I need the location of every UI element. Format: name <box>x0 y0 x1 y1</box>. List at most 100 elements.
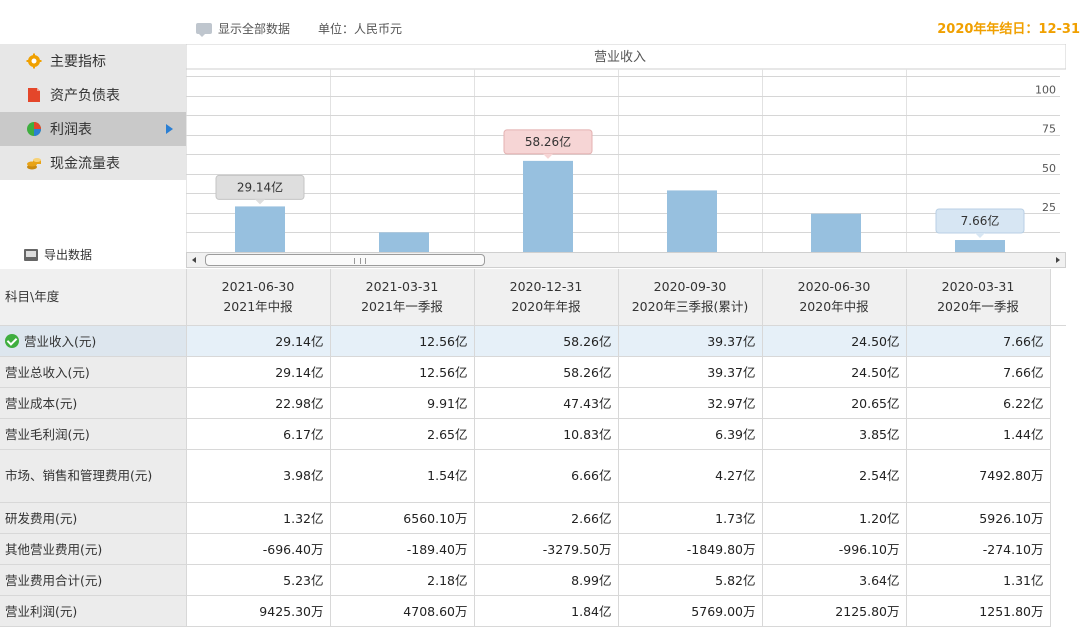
y-tick-label: 50 <box>1042 162 1056 175</box>
column-date: 2021-03-31 <box>365 278 439 294</box>
table-cell: 4.27亿 <box>618 449 763 503</box>
scroll-left-icon[interactable] <box>192 257 196 263</box>
column-date: 2020-12-31 <box>509 278 583 294</box>
column-period: 2020年中报 <box>799 298 869 314</box>
bar[interactable] <box>955 240 1005 252</box>
table-cell: 1.84亿 <box>474 595 619 627</box>
table-cell: 8.99亿 <box>474 564 619 596</box>
year-end-label: 2020年年结日：12-31 <box>937 22 1080 37</box>
column-header: 2020-09-30 2020年三季报(累计) <box>618 269 763 326</box>
row-label[interactable]: 研发费用(元) <box>0 502 187 534</box>
data-label: 7.66亿 <box>961 213 1000 228</box>
column-header: 2020-06-30 2020年中报 <box>762 269 907 326</box>
y-tick-label: 25 <box>1042 201 1056 214</box>
row-label-text: 研发费用(元) <box>5 511 78 526</box>
data-label: 29.14亿 <box>237 179 283 194</box>
table-cell: 2.65亿 <box>330 418 475 450</box>
row-label-text: 市场、销售和管理费用(元) <box>5 467 153 483</box>
check-icon <box>5 334 19 348</box>
table-row[interactable]: 其他营业费用(元) -696.40万 -189.40万 -3279.50万 -1849.… <box>0 533 1066 565</box>
sidebar-item-cash-flow[interactable]: 现金流量表 <box>0 146 186 180</box>
table-cell: -189.40万 <box>330 533 475 565</box>
income-statement-table: 科目\年度 2021-06-30 2021年中报 2021-03-31 2021年一… <box>0 269 1066 627</box>
table-cell: 2.18亿 <box>330 564 475 596</box>
table-cell: 39.37亿 <box>618 325 763 357</box>
table-row[interactable]: 营业总收入(元) 29.14亿 12.56亿 58.26亿 39.37亿 24.50亿 7.… <box>0 356 1066 388</box>
chart-horizontal-scrollbar[interactable] <box>186 252 1066 268</box>
table-cell: 24.50亿 <box>762 356 907 388</box>
row-label[interactable]: 营业毛利润(元) <box>0 418 187 450</box>
bar[interactable] <box>235 206 285 252</box>
table-cell: 12.56亿 <box>330 325 475 357</box>
table-cell: 1.73亿 <box>618 502 763 534</box>
pie-chart-icon <box>27 122 41 136</box>
column-date: 2020-06-30 <box>797 278 871 294</box>
table-cell: 2.54亿 <box>762 449 907 503</box>
table-cell: -696.40万 <box>186 533 331 565</box>
table-cell: 9.91亿 <box>330 387 475 419</box>
gear-icon <box>26 53 42 69</box>
row-label[interactable]: 营业收入(元) <box>0 325 187 357</box>
table-cell: 58.26亿 <box>474 356 619 388</box>
table-row[interactable]: 研发费用(元) 1.32亿 6560.10万 2.66亿 1.73亿 1.20亿 5926.… <box>0 502 1066 534</box>
table-cell: 29.14亿 <box>186 325 331 357</box>
table-cell: 6.39亿 <box>618 418 763 450</box>
column-header: 2021-06-30 2021年中报 <box>186 269 331 326</box>
table-cell: 7.66亿 <box>906 325 1051 357</box>
table-row[interactable]: 营业收入(元) 29.14亿 12.56亿 58.26亿 39.37亿 24.50亿 7.6… <box>0 325 1066 357</box>
export-data-button[interactable]: 导出数据 <box>24 246 92 263</box>
table-cell: -1849.80万 <box>618 533 763 565</box>
table-cell: 6.66亿 <box>474 449 619 503</box>
scroll-right-icon[interactable] <box>1056 257 1060 263</box>
show-all-data-toggle[interactable]: 显示全部数据 <box>196 20 290 37</box>
chart-title-bar <box>186 44 1066 70</box>
top-bar: 显示全部数据 单位：人民币元 2020年年结日：12-31 <box>0 0 1080 44</box>
sidebar-item-income-statement[interactable]: 利润表 <box>0 112 186 146</box>
row-label-text: 营业总收入(元) <box>5 365 90 380</box>
row-label[interactable]: 市场、销售和管理费用(元) <box>0 449 187 503</box>
bar[interactable] <box>523 160 573 252</box>
filler-cell <box>1050 533 1066 564</box>
show-all-data-label: 显示全部数据 <box>218 22 291 36</box>
table-cell: 3.64亿 <box>762 564 907 596</box>
row-label[interactable]: 其他营业费用(元) <box>0 533 187 565</box>
table-row[interactable]: 营业毛利润(元) 6.17亿 2.65亿 10.83亿 6.39亿 3.85亿 1.44亿 <box>0 418 1066 450</box>
table-cell: 3.98亿 <box>186 449 331 503</box>
bar[interactable] <box>379 232 429 252</box>
table-cell: 3.85亿 <box>762 418 907 450</box>
row-label-text: 营业费用合计(元) <box>5 573 103 588</box>
table-cell: 4708.60万 <box>330 595 475 627</box>
filler-cell <box>1050 387 1066 418</box>
table-row[interactable]: 营业费用合计(元) 5.23亿 2.18亿 8.99亿 5.82亿 3.64亿 1.31亿 <box>0 564 1066 596</box>
table-header-row: 科目\年度 2021-06-30 2021年中报 2021-03-31 2021年一… <box>0 269 1066 326</box>
row-label[interactable]: 营业总收入(元) <box>0 356 187 388</box>
sidebar-item-label: 主要指标 <box>50 54 106 70</box>
table-cell: 1.31亿 <box>906 564 1051 596</box>
bar[interactable] <box>811 213 861 252</box>
y-tick-label: 75 <box>1042 123 1056 136</box>
table-cell: 1.44亿 <box>906 418 1051 450</box>
sidebar-item-balance-sheet[interactable]: 资产负债表 <box>0 78 186 112</box>
table-row[interactable]: 营业成本(元) 22.98亿 9.91亿 47.43亿 32.97亿 20.65亿 6.22… <box>0 387 1066 419</box>
row-label[interactable]: 营业成本(元) <box>0 387 187 419</box>
data-label-pointer <box>255 199 265 205</box>
column-date: 2020-03-31 <box>941 278 1015 294</box>
table-cell: 5.23亿 <box>186 564 331 596</box>
table-cell: 47.43亿 <box>474 387 619 419</box>
scrollbar-thumb[interactable] <box>205 254 485 266</box>
row-label[interactable]: 营业利润(元) <box>0 595 187 627</box>
table-row[interactable]: 市场、销售和管理费用(元) 3.98亿 1.54亿 6.66亿 4.27亿 2.54亿 74… <box>0 449 1066 503</box>
filler-cell <box>1050 356 1066 387</box>
column-header: 2021-03-31 2021年一季报 <box>330 269 475 326</box>
y-tick-label: 100 <box>1035 84 1056 97</box>
bar[interactable] <box>667 190 717 252</box>
filler-cell <box>1050 595 1066 626</box>
table-cell: 5.82亿 <box>618 564 763 596</box>
row-label[interactable]: 营业费用合计(元) <box>0 564 187 596</box>
sidebar-item-key-indicators[interactable]: 主要指标 <box>0 44 186 78</box>
row-label-text: 其他营业费用(元) <box>5 542 103 557</box>
column-header: 2020-12-31 2020年年报 <box>474 269 619 326</box>
data-label: 58.26亿 <box>525 134 571 149</box>
report-sidebar: 主要指标 资产负债表 利润表 现金流量表 <box>0 44 186 180</box>
table-row[interactable]: 营业利润(元) 9425.30万 4708.60万 1.84亿 5769.00万 2125… <box>0 595 1066 627</box>
